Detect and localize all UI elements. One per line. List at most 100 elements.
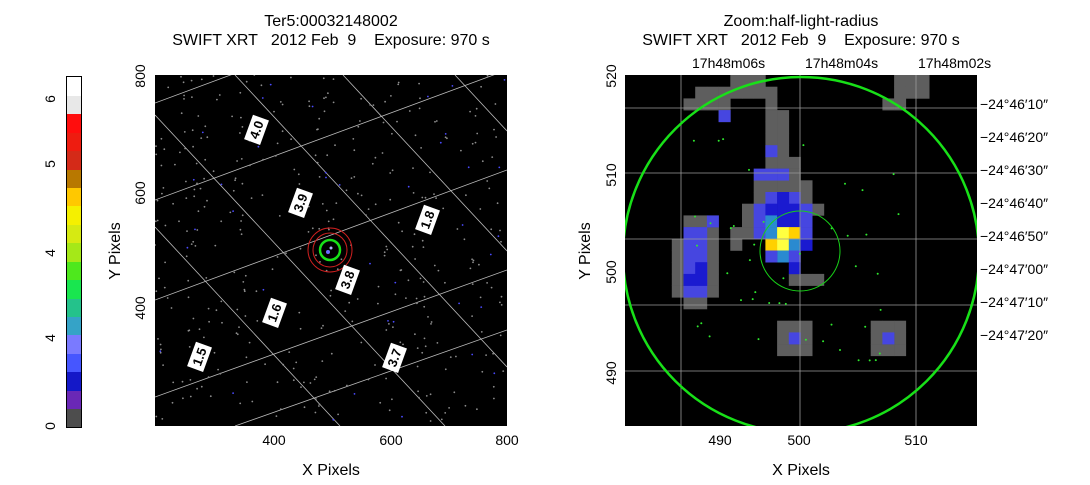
zoom-pixel xyxy=(765,168,778,181)
event-dot xyxy=(192,240,195,243)
zoom-pixel xyxy=(765,192,778,204)
zoom-pixel xyxy=(777,250,790,263)
event-dot xyxy=(503,79,506,81)
event-dot xyxy=(491,156,494,158)
zoom-pixel xyxy=(777,203,790,216)
event-dot xyxy=(314,154,317,157)
event-dot xyxy=(448,407,450,409)
event-dot xyxy=(892,173,895,176)
zoom-pixel xyxy=(777,180,790,193)
event-dot xyxy=(155,415,158,418)
colorbar-cell xyxy=(67,371,81,391)
ra-label: 17h48m04s xyxy=(805,55,879,71)
event-dot xyxy=(822,340,825,343)
event-dot xyxy=(472,261,474,264)
event-dot xyxy=(488,187,491,190)
event-dot xyxy=(412,167,414,169)
event-dot xyxy=(219,372,222,375)
event-dot xyxy=(242,281,245,283)
event-dot xyxy=(162,364,164,366)
event-dot xyxy=(174,163,176,166)
zoom-pixel xyxy=(671,250,684,263)
event-dot xyxy=(160,137,163,140)
event-dot xyxy=(276,381,279,384)
event-dot xyxy=(353,149,356,152)
event-dot xyxy=(500,240,502,243)
colorbar-cell xyxy=(67,113,81,133)
zoom-pixel xyxy=(905,86,918,99)
zoom-pixel xyxy=(788,180,801,193)
colorbar-cell xyxy=(67,150,81,170)
event-dot xyxy=(308,105,311,108)
event-dot xyxy=(348,301,351,304)
colorbar-tick-label: 4 xyxy=(42,249,58,257)
event-dot xyxy=(802,144,805,147)
event-dot xyxy=(397,83,400,86)
event-dot xyxy=(344,310,347,312)
event-dot xyxy=(196,387,198,390)
event-dot xyxy=(238,326,240,328)
event-dot xyxy=(778,302,781,305)
event-dot xyxy=(399,341,402,344)
event-dot xyxy=(386,248,389,251)
colorbar-tick-label: 4 xyxy=(42,334,58,342)
zoom-pixel xyxy=(695,238,708,251)
event-dot xyxy=(315,376,318,378)
event-dot xyxy=(231,115,233,118)
event-dot xyxy=(330,352,333,355)
event-dot xyxy=(164,224,167,227)
zoom-pixel xyxy=(812,203,825,216)
event-dot xyxy=(327,220,330,223)
event-dot xyxy=(407,185,410,188)
event-dot xyxy=(369,104,372,106)
event-dot xyxy=(722,138,725,141)
event-dot xyxy=(416,302,418,305)
event-dot xyxy=(399,269,402,272)
event-dot xyxy=(236,333,239,336)
event-dot xyxy=(276,256,279,258)
event-dot xyxy=(798,252,801,255)
event-dot xyxy=(423,295,426,298)
event-dot xyxy=(275,415,278,417)
event-dot xyxy=(437,269,440,272)
zoom-pixel xyxy=(788,262,801,275)
zoom-pixel xyxy=(788,227,801,240)
event-dot xyxy=(479,296,482,299)
event-dot xyxy=(276,142,279,145)
grid-label: 1.5 xyxy=(189,346,209,368)
colorbar-cell xyxy=(67,205,81,225)
event-dot xyxy=(696,244,698,247)
event-dot xyxy=(389,172,392,174)
zoom-pixel xyxy=(706,86,719,99)
event-dot xyxy=(332,218,335,221)
event-dot xyxy=(221,321,223,324)
event-dot xyxy=(340,258,343,261)
zoom-pixel xyxy=(730,227,743,240)
event-dot xyxy=(479,208,482,210)
event-dot xyxy=(453,391,456,394)
event-dot xyxy=(351,320,354,323)
event-dot xyxy=(332,101,335,104)
event-dot xyxy=(332,418,335,421)
event-dot xyxy=(204,125,207,128)
event-dot xyxy=(180,75,182,78)
event-dot xyxy=(396,120,398,123)
event-dot xyxy=(350,177,353,179)
zoom-pixel xyxy=(788,156,801,169)
x-tick-label: 490 xyxy=(708,432,732,448)
source-annulus-outer xyxy=(307,227,353,273)
event-dot xyxy=(392,326,394,328)
event-dot xyxy=(402,343,404,346)
event-dot xyxy=(220,183,223,186)
event-dot xyxy=(385,329,388,331)
event-dot xyxy=(167,86,170,89)
event-dot xyxy=(160,348,162,351)
event-dot xyxy=(155,244,156,246)
colorbar-tick-label: 5 xyxy=(42,160,58,168)
event-dot xyxy=(414,258,416,260)
event-dot xyxy=(214,244,217,247)
event-dot xyxy=(328,228,330,231)
event-dot xyxy=(201,131,204,134)
event-dot xyxy=(751,298,754,301)
event-dot xyxy=(192,317,195,320)
